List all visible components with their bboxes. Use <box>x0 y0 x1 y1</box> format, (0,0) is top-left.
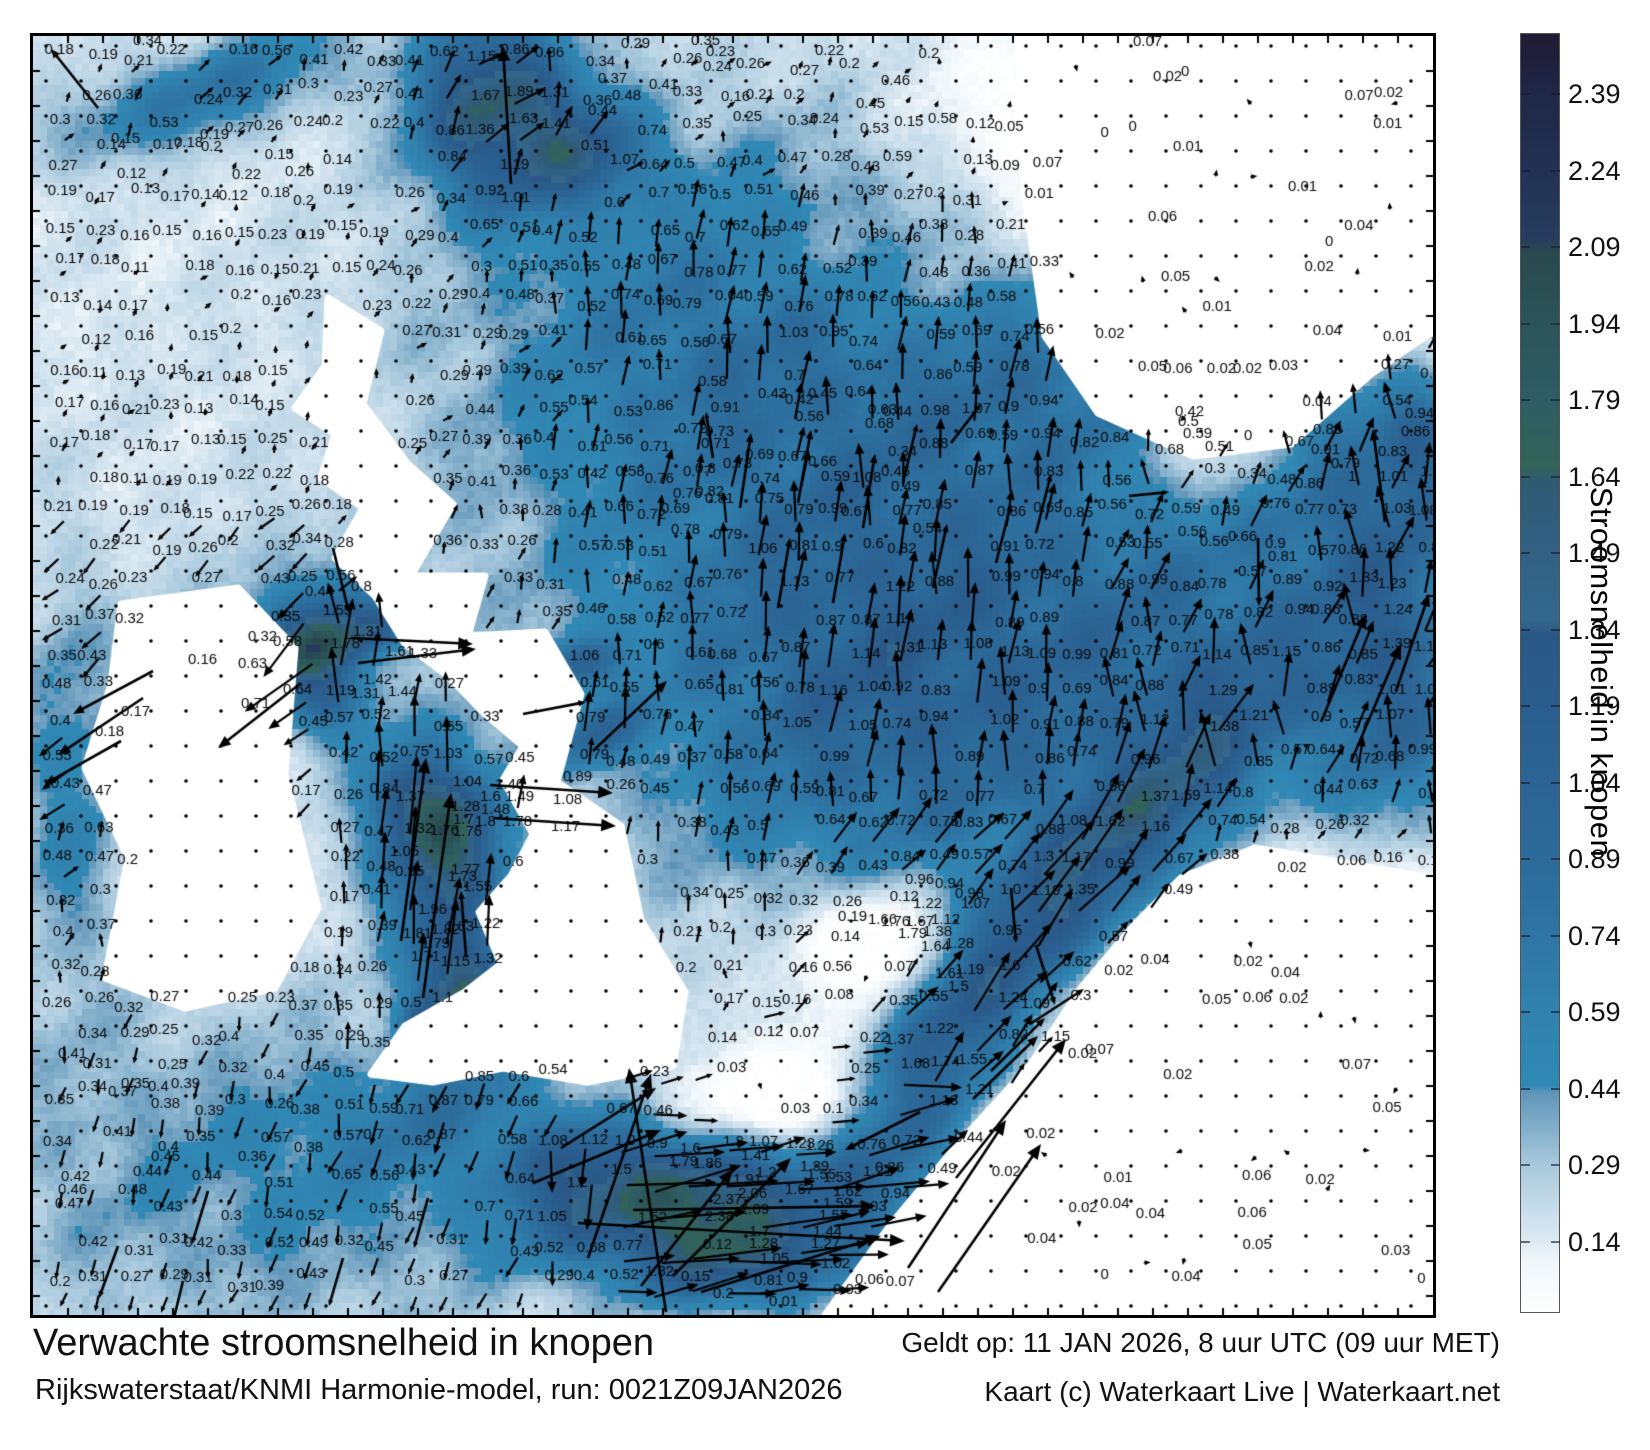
colorbar-tick-mark <box>1521 246 1530 249</box>
colorbar-tick-mark <box>1521 169 1530 172</box>
colorbar-tick-mark <box>1521 781 1530 784</box>
colorbar-tick-label: 2.24 <box>1568 155 1621 186</box>
colorbar-tick-label: 0.74 <box>1568 920 1621 951</box>
colorbar-tick-mark <box>1551 781 1560 784</box>
colorbar <box>1520 33 1560 1313</box>
colorbar-tick-label: 0.14 <box>1568 1226 1621 1257</box>
colorbar-tick-mark <box>1551 628 1560 631</box>
colorbar-tick-mark <box>1521 628 1530 631</box>
colorbar-tick-mark <box>1521 705 1530 708</box>
colorbar-tick-mark <box>1521 1240 1530 1243</box>
colorbar-tick-label: 2.39 <box>1568 79 1621 110</box>
colorbar-tick-mark <box>1521 858 1530 861</box>
colorbar-tick-label: 0.44 <box>1568 1073 1621 1104</box>
map-title: Verwachte stroomsnelheid in knopen <box>33 1322 655 1364</box>
colorbar-tick-mark <box>1521 1164 1530 1167</box>
colorbar-tick-mark <box>1551 705 1560 708</box>
colorbar-tick-mark <box>1521 399 1530 402</box>
colorbar-tick-label: 1.94 <box>1568 308 1621 339</box>
colorbar-tick-label: 1.49 <box>1568 538 1621 569</box>
colorbar-tick-label: 0.59 <box>1568 997 1621 1028</box>
colorbar-tick-mark <box>1551 169 1560 172</box>
colorbar-tick-mark <box>1521 1087 1530 1090</box>
colorbar-tick-mark <box>1551 934 1560 937</box>
colorbar-tick-label: 1.04 <box>1568 767 1621 798</box>
colorbar-tick-label: 0.29 <box>1568 1150 1621 1181</box>
map-frame <box>30 33 1436 1318</box>
colorbar-tick-mark <box>1551 93 1560 96</box>
colorbar-tick-label: 1.19 <box>1568 691 1621 722</box>
colorbar-tick-mark <box>1551 1087 1560 1090</box>
colorbar-tick-label: 1.34 <box>1568 614 1621 645</box>
colorbar-tick-label: 0.89 <box>1568 844 1621 875</box>
colorbar-tick-mark <box>1551 475 1560 478</box>
colorbar-tick-label: 1.79 <box>1568 385 1621 416</box>
colorbar-tick-mark <box>1521 934 1530 937</box>
colorbar-tick-mark <box>1551 1011 1560 1014</box>
colorbar-tick-mark <box>1551 552 1560 555</box>
colorbar-tick-mark <box>1551 399 1560 402</box>
copyright-label: Kaart (c) Waterkaart Live | Waterkaart.n… <box>984 1376 1500 1407</box>
colorbar-label: Stroomsnelheid in knopen <box>1584 486 1619 858</box>
colorbar-tick-label: 1.64 <box>1568 461 1621 492</box>
colorbar-tick-mark <box>1521 322 1530 325</box>
colorbar-tick-mark <box>1551 1164 1560 1167</box>
colorbar-tick-mark <box>1521 475 1530 478</box>
colorbar-tick-mark <box>1551 246 1560 249</box>
colorbar-tick-mark <box>1521 93 1530 96</box>
colorbar-tick-mark <box>1551 1240 1560 1243</box>
colorbar-tick-label: 2.09 <box>1568 232 1621 263</box>
current-speed-map-canvas <box>33 36 1433 1315</box>
colorbar-tick-mark <box>1521 552 1530 555</box>
model-run-label: Rijkswaterstaat/KNMI Harmonie-model, run… <box>35 1374 843 1406</box>
colorbar-tick-mark <box>1521 1011 1530 1014</box>
colorbar-tick-mark <box>1551 322 1560 325</box>
colorbar-tick-mark <box>1551 858 1560 861</box>
valid-time-label: Geldt op: 11 JAN 2026, 8 uur UTC (09 uur… <box>901 1327 1500 1358</box>
